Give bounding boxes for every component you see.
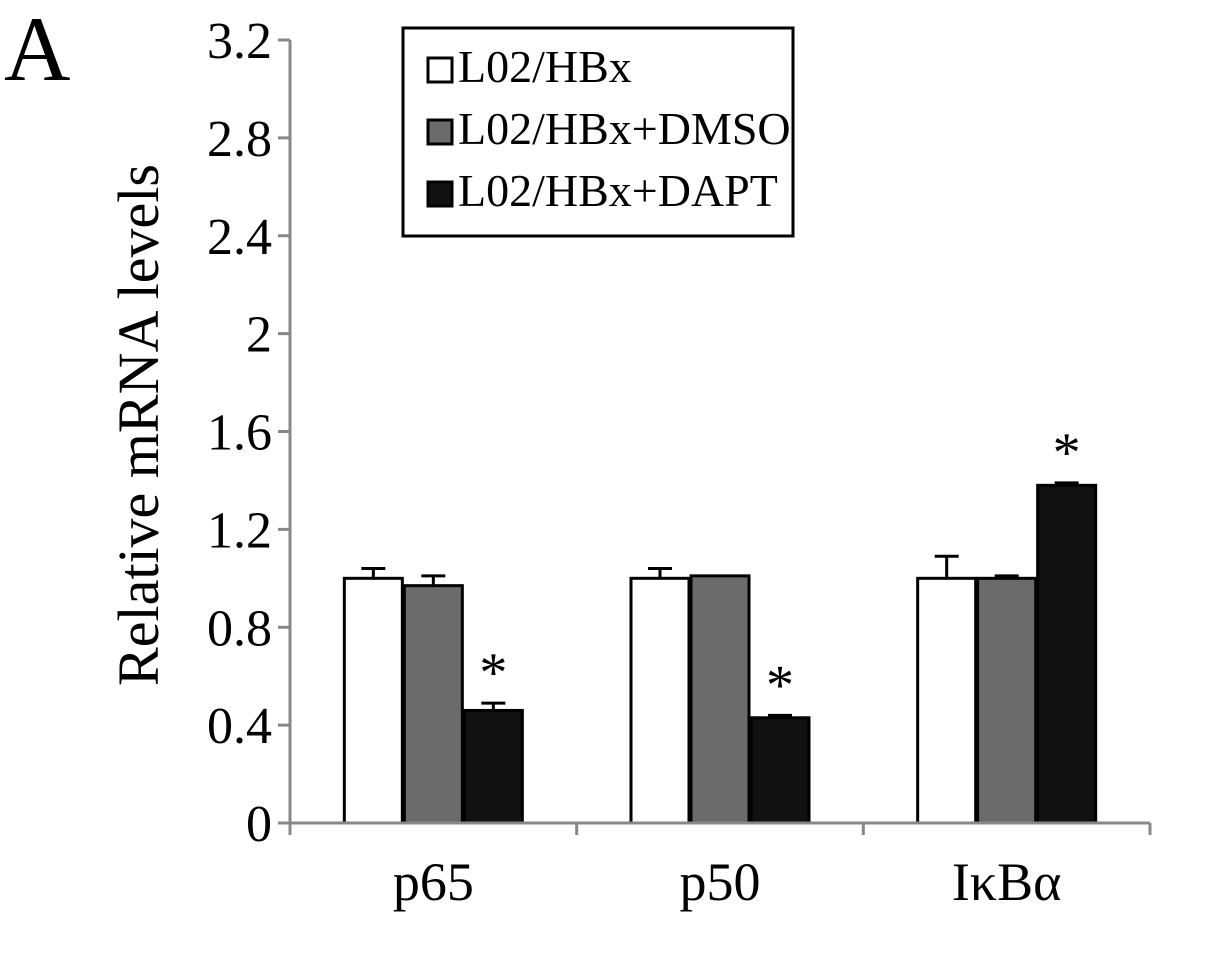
legend-label: L02/HBx+DMSO	[458, 103, 791, 154]
significance-marker: *	[479, 642, 507, 704]
panel-label: A	[4, 0, 70, 100]
significance-marker: *	[1053, 422, 1081, 484]
y-tick-label: 2.8	[207, 111, 272, 168]
x-tick-label: IκBα	[952, 852, 1062, 912]
bar	[749, 716, 811, 825]
x-tick-label: p65	[393, 852, 474, 912]
bar	[1036, 483, 1098, 825]
bars-group: * * *	[342, 422, 1098, 825]
bar	[342, 576, 404, 825]
y-tick-label: 0.4	[207, 698, 272, 755]
y-axis-label: Relative mRNA levels	[106, 164, 171, 686]
legend-label: L02/HBx	[458, 41, 632, 92]
bar	[629, 576, 691, 825]
bar	[976, 576, 1038, 825]
y-tick-label: 1.6	[207, 405, 272, 462]
legend-swatch	[426, 56, 454, 84]
y-tick-label: 2.4	[207, 209, 272, 266]
y-tick-label: 0.8	[207, 600, 272, 657]
y-axis: 0 0.4 0.8 1.2 1.6 2 2.4 2.8 3.2	[207, 13, 292, 853]
legend-swatch	[426, 180, 454, 208]
y-tick-label: 1.2	[207, 502, 272, 559]
legend-swatch	[426, 118, 454, 146]
legend-box	[401, 26, 795, 238]
y-tick-label: 3.2	[207, 13, 272, 70]
bar	[462, 708, 524, 825]
x-axis: p65 p50 IκBα	[288, 821, 1152, 912]
bar	[916, 576, 978, 825]
x-tick-label: p50	[680, 852, 761, 912]
legend: L02/HBx L02/HBx+DMSO L02/HBx+DAPT	[401, 26, 795, 238]
legend-label: L02/HBx+DAPT	[458, 165, 778, 216]
bar	[402, 584, 464, 825]
bar	[689, 574, 751, 825]
y-tick-label: 2	[246, 307, 272, 364]
significance-marker: *	[766, 654, 794, 716]
y-tick-label: 0	[246, 796, 272, 853]
